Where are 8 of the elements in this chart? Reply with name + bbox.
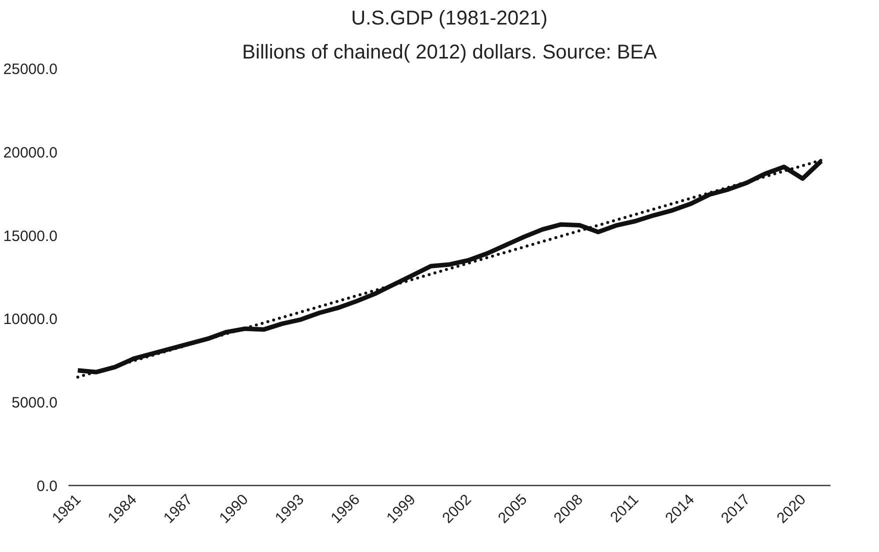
y-tick-label: 15000.0 [3,228,58,245]
chart-subtitle: Billions of chained( 2012) dollars. Source: BEA [242,42,658,64]
y-tick-label: 5000.0 [12,394,58,412]
chart-title: U.S.GDP (1981-2021) [351,8,548,30]
y-tick-label: 0.0 [36,478,58,495]
y-tick-label: 25000.0 [3,61,58,78]
y-tick-label: 10000.0 [3,311,58,328]
y-tick-label: 20000.0 [3,144,58,162]
